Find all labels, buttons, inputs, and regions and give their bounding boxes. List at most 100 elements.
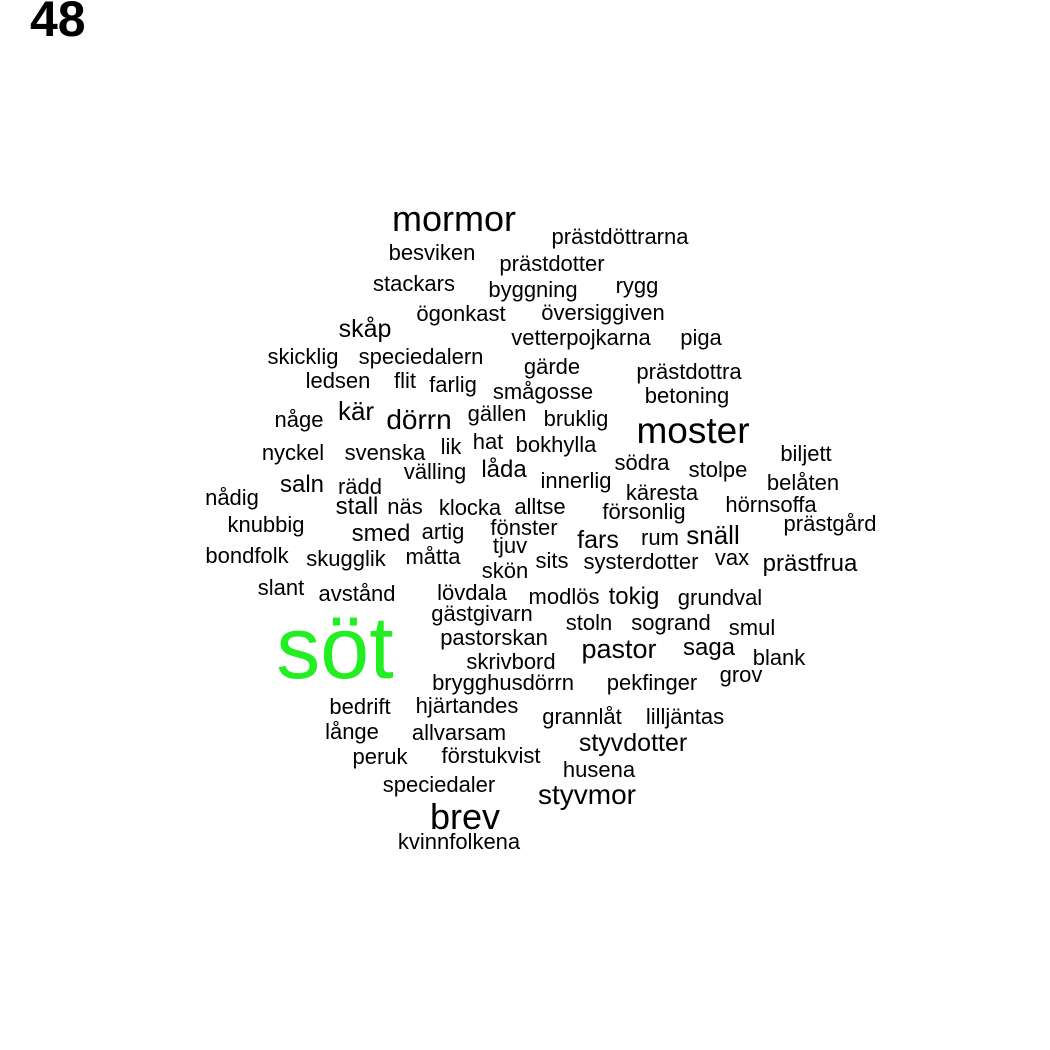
word-ogonkast: ögonkast — [416, 301, 505, 326]
word-nas: näs — [387, 494, 422, 519]
word-prastdottra: prästdottra — [636, 359, 742, 384]
word-hat: hat — [473, 429, 504, 454]
word-valling: välling — [404, 459, 466, 484]
word-grannlat: grannlåt — [542, 704, 622, 729]
word-belaten: belåten — [767, 470, 839, 495]
word-nage: någe — [275, 407, 324, 432]
word-rum: rum — [641, 525, 679, 550]
word-dorrn: dörrn — [386, 404, 451, 435]
word-skrivbord: skrivbord — [466, 649, 555, 674]
word-gallen: gällen — [468, 401, 527, 426]
word-lilljantas: lilljäntas — [646, 704, 724, 729]
word-hjartandes: hjärtandes — [416, 693, 519, 718]
word-fonster: fönster — [490, 515, 557, 540]
word-forstukvist: förstukvist — [441, 743, 540, 768]
word-saga: saga — [683, 634, 736, 661]
word-saln: saln — [280, 471, 324, 498]
word-pastorskan: pastorskan — [440, 625, 548, 650]
word-sodra: södra — [614, 450, 670, 475]
word-bedrift: bedrift — [329, 694, 390, 719]
word-pekfinger: pekfinger — [607, 670, 698, 695]
word-smed: smed — [352, 520, 411, 547]
word-stoln: stoln — [566, 610, 612, 635]
word-prastfrua: prästfrua — [763, 550, 858, 577]
word-nadig: nådig — [205, 485, 259, 510]
word-besviken: besviken — [389, 240, 476, 265]
word-skon: skön — [482, 558, 528, 583]
word-oversiggiven: översiggiven — [541, 300, 665, 325]
word-peruk: peruk — [352, 744, 408, 769]
word-husena: husena — [563, 757, 636, 782]
word-sot: söt — [276, 598, 393, 697]
word-grov: grov — [720, 662, 763, 687]
word-garde: gärde — [524, 354, 580, 379]
word-farlig: farlig — [429, 372, 477, 397]
word-bondfolk: bondfolk — [205, 543, 289, 568]
word-speciedalern: speciedalern — [359, 344, 484, 369]
word-lada: låda — [481, 456, 527, 483]
word-snall: snäll — [686, 520, 739, 550]
word-prastdotter: prästdotter — [499, 251, 604, 276]
word-betoning: betoning — [645, 383, 729, 408]
word-brev: brev — [430, 796, 500, 837]
word-speciedaler: speciedaler — [383, 772, 496, 797]
word-prastdottrarna: prästdöttrarna — [552, 224, 690, 249]
word-biljett: biljett — [780, 441, 831, 466]
word-tokig: tokig — [609, 583, 660, 610]
word-mormor: mormor — [392, 198, 516, 239]
word-modlos: modlös — [529, 584, 600, 609]
word-stall: stall — [336, 493, 379, 520]
word-vax: vax — [715, 545, 749, 570]
word-skugglik: skugglik — [306, 546, 386, 571]
word-sogrand: sogrand — [631, 610, 711, 635]
word-ledsen: ledsen — [306, 368, 371, 393]
word-systerdotter: systerdotter — [584, 549, 699, 574]
word-pastor: pastor — [581, 634, 656, 664]
word-blank: blank — [753, 645, 807, 670]
word-fars: fars — [577, 526, 619, 554]
word-bokhylla: bokhylla — [516, 432, 597, 457]
word-stackars: stackars — [373, 271, 455, 296]
word-klocka: klocka — [439, 495, 502, 520]
word-avstand: avstånd — [318, 581, 395, 606]
word-sits: sits — [536, 548, 569, 573]
word-radd: rädd — [338, 474, 382, 499]
word-bruklig: bruklig — [544, 406, 609, 431]
word-forsonlig: försonlig — [602, 499, 685, 524]
word-karesta: käresta — [626, 480, 699, 505]
word-skap: skåp — [339, 315, 392, 343]
word-prastgard: prästgård — [784, 511, 877, 536]
word-nyckel: nyckel — [262, 440, 324, 465]
word-smagosse: smågosse — [493, 379, 593, 404]
word-artig: artig — [422, 519, 465, 544]
word-lovdala: lövdala — [437, 580, 507, 605]
word-brygghusdorrn: brygghusdörrn — [432, 670, 574, 695]
word-byggning: byggning — [488, 277, 577, 302]
word-kvinnfolkena: kvinnfolkena — [398, 829, 521, 854]
word-flit: flit — [394, 368, 416, 393]
word-smul: smul — [729, 615, 775, 640]
word-matta: måtta — [405, 544, 461, 569]
word-lik: lik — [441, 434, 463, 459]
word-skicklig: skicklig — [268, 344, 339, 369]
word-vetterpojkarna: vetterpojkarna — [511, 325, 651, 350]
word-tjuv: tjuv — [493, 533, 527, 558]
word-grundval: grundval — [678, 585, 762, 610]
word-stolpe: stolpe — [689, 457, 748, 482]
word-alltse: alltse — [514, 494, 565, 519]
word-hornsoffa: hörnsoffa — [725, 492, 817, 517]
word-piga: piga — [680, 325, 722, 350]
word-lange: långe — [325, 719, 379, 744]
word-kar: kär — [338, 396, 374, 426]
word-moster: moster — [636, 410, 749, 451]
word-rygg: rygg — [616, 273, 659, 298]
word-allvarsam: allvarsam — [412, 720, 506, 745]
panel-number: 48 — [30, 0, 86, 47]
word-gastgivarn: gästgivarn — [431, 601, 533, 626]
word-styvdotter: styvdotter — [579, 729, 687, 757]
word-knubbig: knubbig — [227, 512, 304, 537]
word-svenska: svenska — [345, 440, 426, 465]
word-styvmor: styvmor — [538, 779, 636, 810]
word-innerlig: innerlig — [541, 468, 612, 493]
